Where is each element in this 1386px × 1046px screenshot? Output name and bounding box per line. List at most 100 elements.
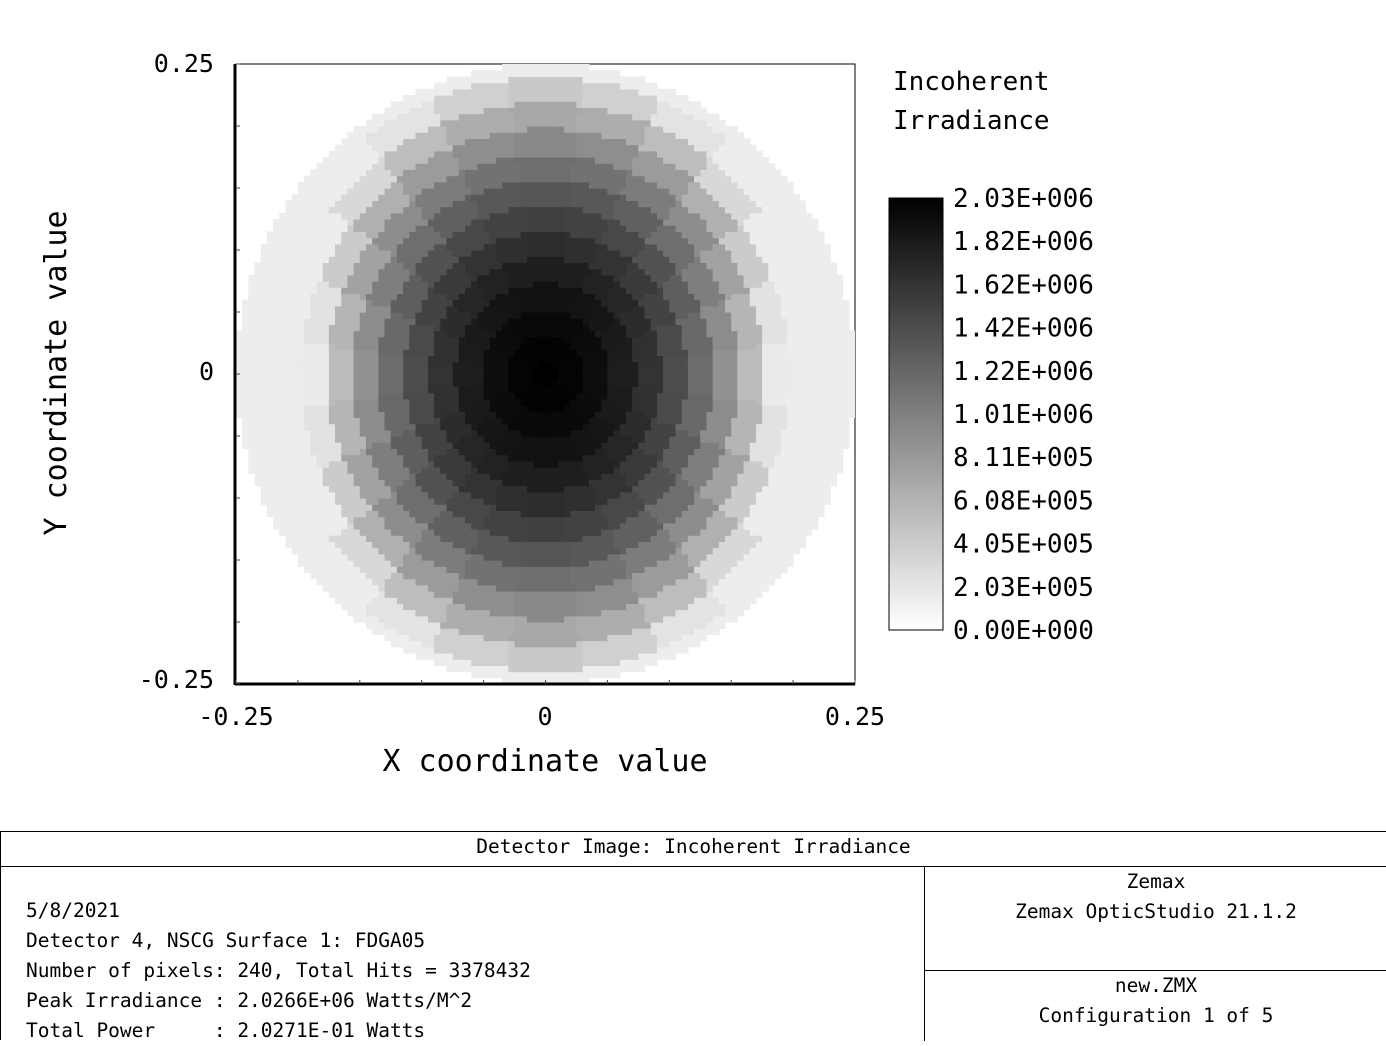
heatmap-cell [533,609,540,617]
heatmap-cell [285,355,293,363]
heatmap-cell [477,578,485,586]
heatmap-cell [570,225,578,232]
heatmap-cell [526,572,534,580]
heatmap-cell [582,343,590,350]
heatmap-cell [409,225,417,232]
heatmap-cell [545,646,553,654]
heatmap-cell [446,417,454,425]
heatmap-cell [477,615,485,623]
heatmap-cell [353,200,361,208]
heatmap-cell [297,287,305,294]
heatmap-cell [477,250,485,257]
heatmap-cell [489,380,497,387]
heatmap-cell [588,181,596,189]
heatmap-cell [526,603,534,611]
heatmap-cell [421,107,429,115]
heatmap-cell [403,398,410,406]
heatmap-cell [607,231,615,239]
heatmap-cell [570,541,578,549]
heatmap-cell [384,411,392,418]
heatmap-cell [508,88,516,96]
heatmap-cell [440,460,448,468]
heatmap-cell [582,597,590,604]
heatmap-cell [570,615,578,623]
heatmap-cell [557,560,565,567]
heatmap-cell [390,398,398,406]
heatmap-cell [570,467,578,474]
heatmap-cell [489,163,497,170]
heatmap-cell [266,479,274,487]
heatmap-cell [335,206,342,214]
heatmap-cell [415,250,423,257]
heatmap-cell [526,243,534,251]
heatmap-cell [465,101,472,108]
heatmap-cell [390,491,398,499]
heatmap-cell [427,312,435,319]
heatmap-cell [576,132,584,139]
heatmap-cell [607,553,615,561]
heatmap-cell [322,293,330,301]
heatmap-cell [533,653,540,660]
heatmap-cell [601,491,608,499]
heatmap-cell [365,336,373,344]
heatmap-cell [483,485,491,493]
heatmap-cell [458,101,466,108]
heatmap-cell [520,665,528,673]
heatmap-cell [539,64,547,71]
heatmap-cell [471,231,479,239]
heatmap-cell [465,485,472,493]
heatmap-cell [304,405,311,412]
heatmap-cell [310,367,318,375]
heatmap-cell [557,138,565,146]
heatmap-cell [502,231,509,239]
heatmap-cell [520,188,528,195]
heatmap-cell [508,380,516,387]
heatmap-cell [514,615,522,623]
heatmap-cell [291,330,299,338]
heatmap-cell [508,312,516,319]
heatmap-cell [304,423,311,431]
heatmap-cell [539,603,547,611]
heatmap-cell [533,113,540,121]
heatmap-cell [409,374,417,381]
heatmap-cell [236,374,243,381]
heatmap-cell [446,615,454,623]
heatmap-cell [415,646,423,654]
heatmap-cell [384,200,392,208]
heatmap-cell [347,175,355,183]
heatmap-cell [291,200,299,208]
heatmap-cell [551,547,559,555]
heatmap-cell [434,231,441,239]
heatmap-cell [409,349,417,356]
heatmap-cell [508,76,516,84]
heatmap-cell [384,188,392,195]
heatmap-cell [446,467,454,474]
heatmap-cell [316,535,324,542]
heatmap-cell [341,355,349,363]
heatmap-cell [427,181,435,189]
heatmap-cell [545,677,553,684]
heatmap-cell [434,262,441,270]
heatmap-cell [452,361,460,369]
heatmap-cell [495,398,503,406]
heatmap-cell [483,188,491,195]
heatmap-cell [440,349,448,356]
heatmap-cell [452,95,460,102]
heatmap-cell [520,312,528,319]
heatmap-cell [446,541,454,549]
heatmap-cell [465,386,472,394]
heatmap-cell [260,479,268,487]
heatmap-cell [415,553,423,561]
heatmap-cell [557,671,565,679]
heatmap-cell [551,274,559,282]
heatmap-cell [458,293,466,301]
heatmap-cell [452,405,460,412]
heatmap-cell [483,150,491,158]
heatmap-cell [588,157,596,164]
heatmap-cell [588,256,596,263]
heatmap-cell [582,274,590,282]
heatmap-cell [582,119,590,127]
heatmap-cell [310,225,318,232]
heatmap-cell [403,281,410,288]
heatmap-cell [421,181,429,189]
